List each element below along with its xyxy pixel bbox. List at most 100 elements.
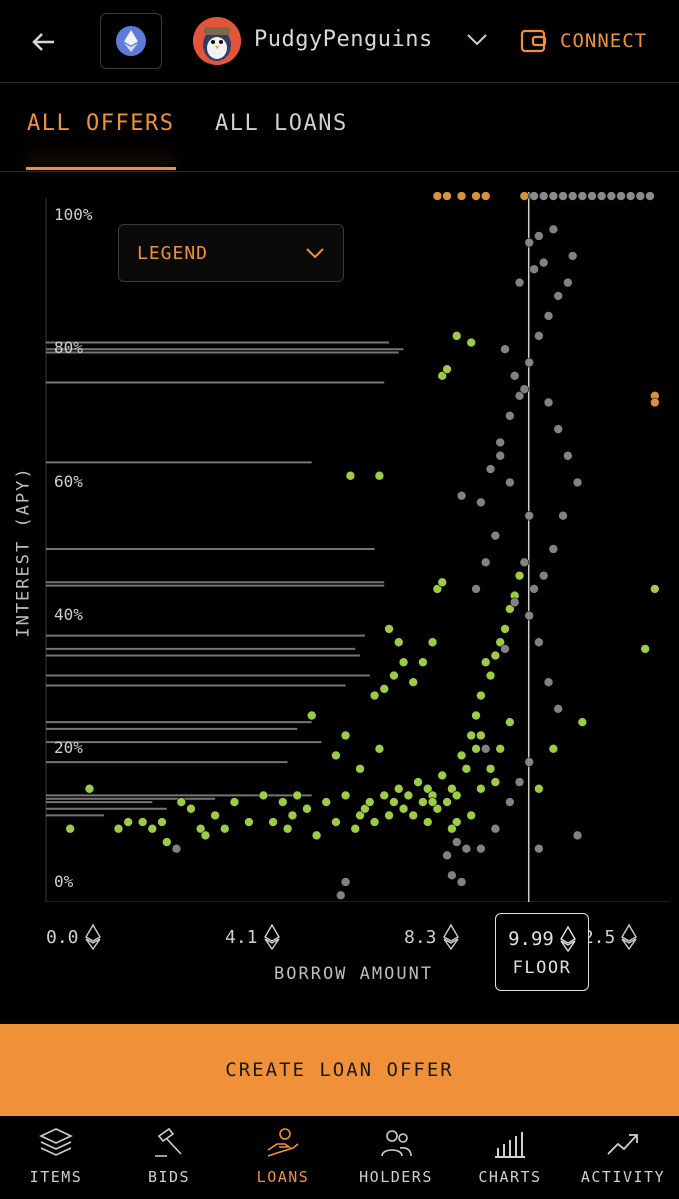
x-axis-label: BORROW AMOUNT [274,964,434,984]
loans-point [567,251,578,261]
offers-point [200,830,211,841]
loans-point [519,557,530,568]
offers-point [471,743,481,754]
loans-point [335,890,346,901]
ethereum-icon [116,26,146,56]
offers-point [485,763,496,774]
loans-point [480,743,491,754]
ethereum-icon [559,926,576,952]
offers-point [442,364,452,374]
offers-point [379,684,390,694]
offers-point [422,817,433,827]
offers-point [408,677,419,688]
nav-item-holders[interactable]: HOLDERS [346,1126,446,1186]
loans-point [171,843,182,854]
nav-item-items[interactable]: ITEMS [6,1126,106,1186]
nav-item-loans[interactable]: LOANS [233,1126,333,1186]
offers-point [476,730,486,741]
loans-point [340,877,351,887]
loans-point [558,510,568,521]
legend-dropdown[interactable]: LEGEND [118,224,344,282]
gavel-icon [155,1127,182,1157]
users-icon [381,1130,412,1157]
offers-point [437,577,448,588]
loans-point [514,391,525,401]
offers-point [384,810,394,821]
collection-avatar[interactable] [193,17,241,65]
nav-item-activity[interactable]: ACTIVITY [573,1126,673,1186]
ethereum-icon [263,924,280,950]
offers-point [650,584,660,594]
offers-point [427,637,438,648]
top-point [456,191,467,201]
offers-point [364,797,375,807]
offers-point [321,797,332,807]
offers-point [369,817,380,827]
offers-point [374,743,385,754]
chevron-down-icon [306,248,324,259]
offers-point [548,743,559,754]
offers-point [437,770,448,781]
ethereum-icon [84,924,101,950]
offers-point [229,797,240,807]
nav-item-charts[interactable]: CHARTS [460,1126,560,1186]
offers-point [447,783,457,794]
ethereum-icon [442,924,459,950]
create-loan-offer-button[interactable]: CREATE LOAN OFFER [0,1024,679,1116]
x-tick-label: 8.3 [404,926,437,948]
offers-point [466,730,477,741]
loans-point [529,584,539,594]
tab-all-loans[interactable]: ALL LOANS [215,111,348,136]
offers-point [451,331,462,341]
loans-point [553,291,563,301]
offers-point [408,810,419,821]
loans-point [563,277,573,288]
loans-point [529,191,539,201]
nav-label: CHARTS [478,1168,542,1186]
top-point [442,191,452,201]
offers-point [490,650,501,661]
offers-point [495,743,506,754]
offers-point [360,803,370,814]
loans-point [572,830,583,841]
y-axis-label: INTEREST (APY) [13,466,34,638]
offers-point [340,730,351,741]
bar-chart-icon [495,1132,525,1158]
connect-wallet-button[interactable]: CONNECT [520,28,647,54]
trending-up-icon [607,1134,638,1155]
x-tick: 4.1 [225,924,280,950]
tab-all-offers[interactable]: ALL OFFERS [27,111,175,136]
offers-point [466,810,477,821]
offers-point [432,584,443,594]
offers-point [403,790,414,801]
back-arrow-icon[interactable] [28,26,60,58]
offers-point [461,763,472,774]
nav-item-bids[interactable]: BIDS [119,1126,219,1186]
offers-point [340,790,351,801]
offers-point [432,803,443,814]
loans-point [476,843,486,854]
offers-point [437,371,448,381]
offers-point [292,790,303,801]
offers-point [186,803,196,814]
loans-point [538,257,549,268]
active-tab-indicator [26,167,176,170]
bottom-navigation: ITEMS BIDS LOANS HOLDERS CHARTS ACTIVITY [0,1118,679,1199]
offers-point [384,624,394,634]
loans-point [553,704,563,714]
chain-selector-button[interactable] [100,13,162,69]
loans-point [480,557,491,568]
offers-point [534,783,544,794]
x-tick-label: 4.1 [225,926,258,948]
nav-label: HOLDERS [359,1168,433,1186]
floor-value: 9.99 [508,926,576,952]
loans-point [519,384,530,394]
loans-point [447,870,457,881]
top-point [650,397,660,408]
chevron-down-icon[interactable] [466,32,488,51]
loans-point [606,191,617,201]
collection-name[interactable]: PudgyPenguins [254,27,433,52]
loans-point [495,437,506,448]
floor-price-marker[interactable]: 9.99 FLOOR [495,913,589,991]
offers-point [379,790,390,801]
